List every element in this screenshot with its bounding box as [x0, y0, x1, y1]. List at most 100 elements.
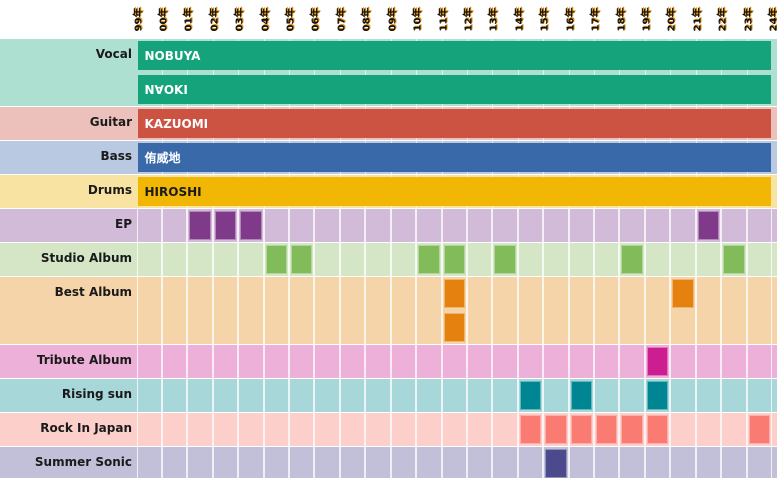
grid-cell	[416, 413, 442, 446]
grid-cell	[289, 345, 315, 378]
grid-cell	[492, 447, 518, 478]
grid-cell	[670, 277, 696, 344]
year-tick-label: 20年	[663, 2, 678, 36]
grid-cell	[161, 447, 188, 478]
grid-cell	[695, 345, 722, 378]
grid-cell	[187, 345, 213, 378]
grid-cell	[238, 345, 264, 378]
year-tick-label: 02年	[206, 2, 220, 36]
grid-divider	[594, 39, 596, 106]
grid-cell	[543, 243, 569, 276]
year-tick-text: 10年	[412, 7, 424, 31]
grid-cell	[695, 413, 722, 446]
year-tick-text: 16年	[565, 7, 577, 31]
release-event-mark	[646, 347, 669, 376]
year-tick-text: 09年	[387, 7, 399, 31]
year-tick-label: 19年	[638, 2, 652, 36]
grid-cell	[644, 209, 671, 242]
grid-cell	[187, 413, 213, 446]
year-tick-text: 24年	[768, 7, 777, 31]
year-tick-text: 11年	[438, 7, 450, 31]
grid-cell	[390, 345, 417, 378]
grid-cell	[619, 345, 645, 378]
grid-cell	[721, 209, 747, 242]
year-tick-label: 21年	[689, 2, 703, 36]
grid-cell	[594, 277, 620, 344]
grid-cell	[187, 447, 213, 478]
grid-cell	[466, 243, 493, 276]
grid-cell	[339, 413, 366, 446]
grid-cell	[746, 345, 772, 378]
year-tick-label: 05年	[282, 2, 297, 36]
grid-cell	[746, 379, 772, 412]
member-bar: HIROSHI	[137, 177, 771, 206]
release-event-mark	[672, 279, 694, 308]
grid-cell	[339, 243, 366, 276]
release-event-mark	[240, 211, 262, 240]
year-tick-text: 03年	[234, 7, 246, 31]
grid-cell	[543, 379, 569, 412]
year-tick-label: 00年	[155, 2, 169, 36]
year-tick-text: 17年	[590, 7, 602, 31]
grid-cell	[390, 277, 417, 344]
grid-cell	[365, 447, 391, 478]
grid-divider	[365, 39, 367, 106]
year-tick-text: 01年	[183, 7, 195, 31]
grid-cell	[161, 243, 188, 276]
grid-cell	[543, 209, 569, 242]
grid-cell	[289, 447, 315, 478]
grid-cell	[492, 209, 518, 242]
grid-divider	[568, 39, 570, 106]
grid-divider	[670, 39, 672, 106]
year-tick-label: 09年	[384, 2, 398, 36]
grid-cell	[263, 209, 289, 242]
grid-divider	[619, 39, 621, 106]
release-event-mark	[494, 245, 516, 274]
grid-cell	[339, 345, 366, 378]
release-event-mark	[570, 381, 593, 410]
release-event-mark	[443, 245, 465, 274]
year-tick-label: 08年	[358, 2, 373, 36]
grid-divider	[644, 39, 646, 106]
grid-divider	[543, 39, 545, 106]
grid-cell	[746, 447, 772, 478]
member-bar: KAZUOMI	[137, 109, 771, 138]
grid-cell	[161, 345, 188, 378]
grid-cell	[187, 209, 213, 242]
release-type-label: Studio Album	[40, 251, 132, 265]
grid-cell	[161, 413, 188, 446]
grid-divider	[466, 39, 468, 106]
grid-divider	[238, 39, 240, 106]
year-tick-label: 15年	[536, 2, 551, 36]
release-type-label: Rising sun	[61, 387, 132, 401]
grid-cell	[136, 379, 162, 412]
grid-cell	[568, 345, 595, 378]
grid-cell	[187, 243, 213, 276]
year-tick-label: 10年	[409, 2, 424, 36]
release-type-label: EP	[115, 217, 132, 231]
grid-cell	[314, 345, 340, 378]
grid-cell	[746, 209, 772, 242]
grid-cell	[441, 277, 467, 344]
grid-cell	[416, 345, 442, 378]
release-row-bg	[0, 209, 777, 242]
grid-cell	[390, 243, 417, 276]
grid-cell	[390, 379, 417, 412]
year-tick-text: 12年	[463, 7, 475, 31]
year-tick-text: 02年	[209, 7, 221, 31]
release-event-mark	[723, 245, 745, 274]
grid-cell	[136, 345, 162, 378]
grid-cell	[365, 345, 391, 378]
grid-cell	[670, 243, 696, 276]
year-tick-label: 07年	[333, 2, 347, 36]
year-tick-text: 18年	[615, 7, 627, 31]
grid-cell	[568, 243, 595, 276]
year-tick-text: 13年	[488, 7, 500, 31]
grid-cell	[416, 379, 442, 412]
release-event-mark	[418, 245, 440, 274]
grid-divider	[263, 39, 265, 106]
release-type-label: Best Album	[54, 285, 132, 299]
grid-cell	[263, 243, 289, 276]
grid-cell	[161, 277, 188, 344]
year-tick-label: 12年	[460, 2, 474, 36]
